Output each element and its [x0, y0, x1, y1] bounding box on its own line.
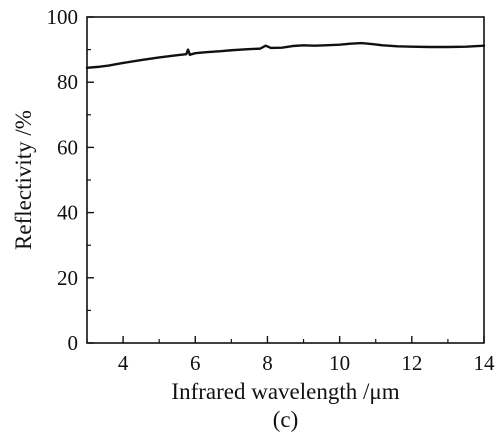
y-tick-label: 40 [57, 201, 78, 225]
x-tick-label: 10 [329, 351, 350, 375]
plot-frame [86, 16, 485, 344]
tick-labels-layer: 4 6 8 10 12 14 0 20 40 60 80 100 [47, 5, 496, 375]
x-axis-title: Infrared wavelength /μm [171, 379, 399, 404]
y-tick-label: 60 [57, 135, 78, 159]
x-tick-label: 4 [118, 351, 129, 375]
y-tick-label: 80 [57, 70, 78, 94]
y-tick-label: 100 [47, 5, 79, 29]
x-tick-label: 14 [474, 351, 496, 375]
x-tick-label: 8 [262, 351, 273, 375]
y-tick-label: 0 [68, 331, 79, 355]
panel-label: (c) [273, 407, 299, 432]
y-axis-title: Reflectivity /% [11, 110, 36, 250]
x-tick-label: 12 [401, 351, 422, 375]
reflectivity-series-line [85, 41, 486, 70]
ticks-layer [86, 16, 485, 344]
y-tick-label: 20 [57, 266, 78, 290]
x-tick-label: 6 [190, 351, 201, 375]
